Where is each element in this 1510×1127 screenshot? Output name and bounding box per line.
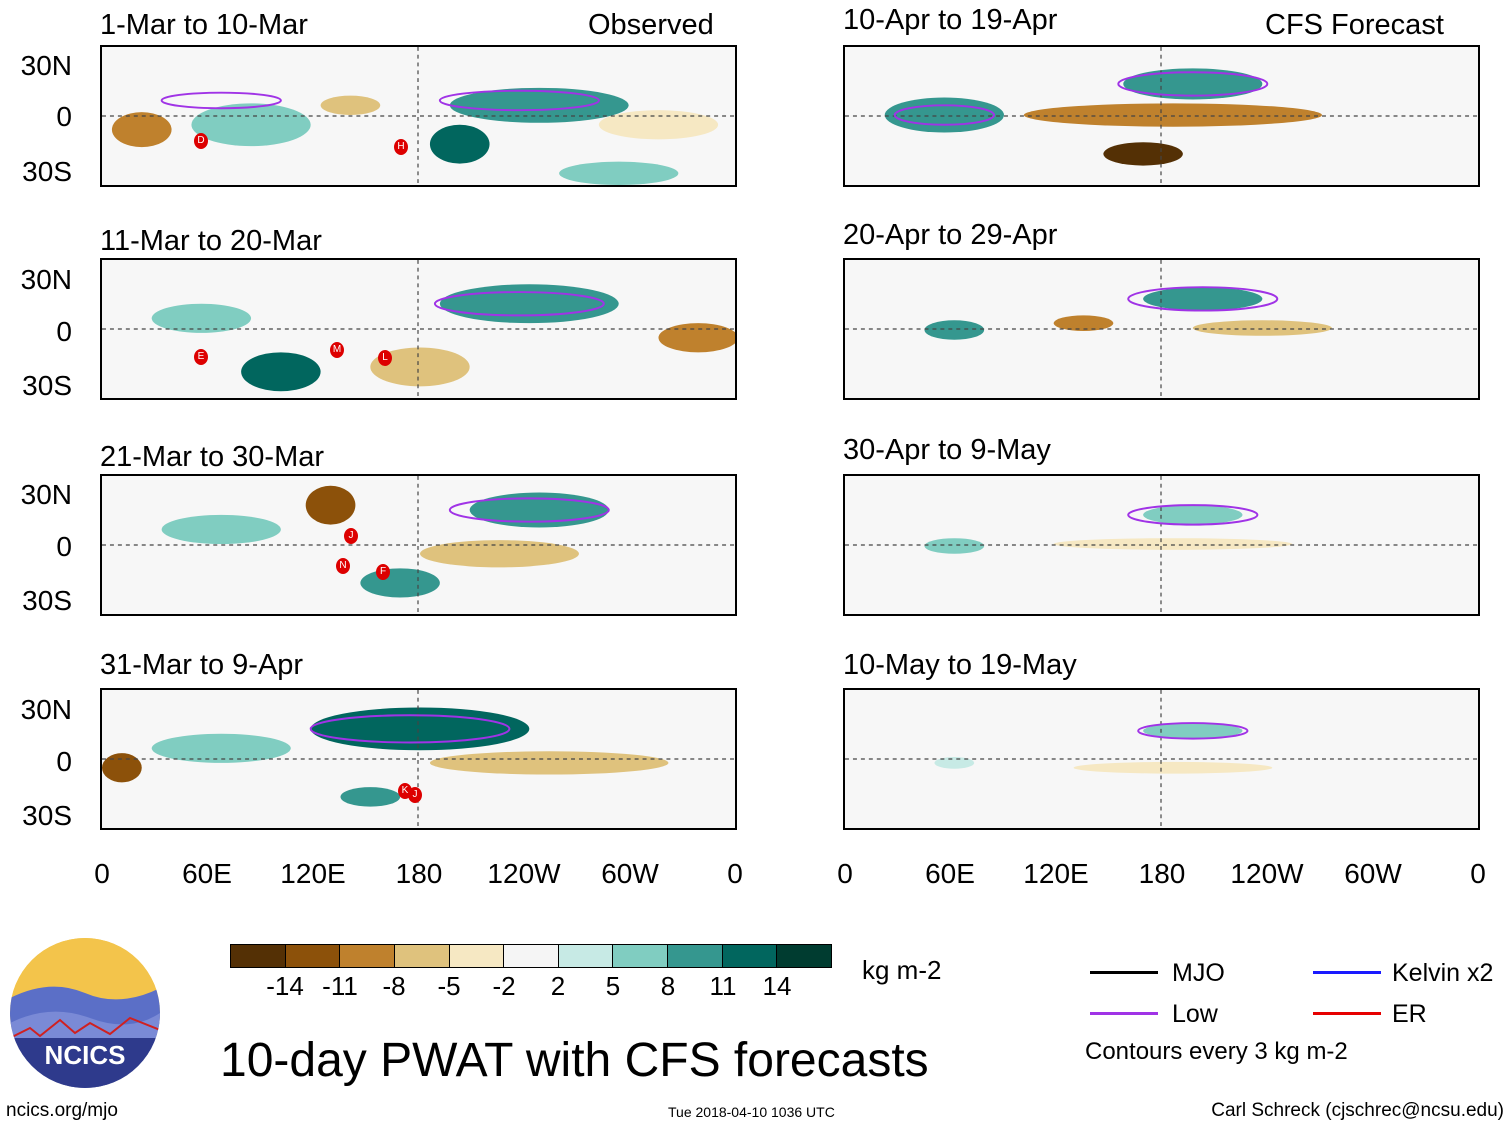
- legend-kelvin-label: Kelvin x2: [1392, 959, 1494, 987]
- colorbar-bin: [285, 945, 341, 967]
- colorbar-bin: [558, 945, 614, 967]
- map-panel-obs-4: K J: [100, 688, 737, 830]
- colorbar-tick: 8: [660, 971, 676, 1001]
- colorbar-tick: -11: [322, 971, 358, 1001]
- colorbar-bin: [449, 945, 505, 967]
- legend-note: Contours every 3 kg m-2: [1085, 1038, 1348, 1065]
- legend-low-label: Low: [1172, 1000, 1218, 1028]
- colorbar-bin: [231, 945, 286, 967]
- storm-marker: F: [376, 564, 390, 580]
- colorbar-bin: [722, 945, 778, 967]
- map-panel-obs-2: E M L: [100, 258, 737, 400]
- lon-label: 0: [94, 858, 110, 889]
- panel-title-fc-2: 20-Apr to 29-Apr: [843, 219, 1058, 251]
- legend-low-line: [1090, 1012, 1158, 1015]
- colorbar: [230, 944, 832, 968]
- lat-label-eq: 0: [56, 316, 72, 347]
- lon-label: 120E: [1023, 858, 1089, 889]
- colorbar-tick: 2: [550, 971, 566, 1001]
- storm-marker: J: [344, 528, 358, 544]
- lon-label: 60W: [1344, 858, 1402, 889]
- lon-label: 0: [837, 858, 853, 889]
- pwat-anomaly-shading: [111, 87, 719, 185]
- panel-title-fc-1: 10-Apr to 19-Apr: [843, 4, 1058, 36]
- legend-mjo-label: MJO: [1172, 959, 1225, 987]
- legend-mjo-line: [1090, 971, 1158, 974]
- legend-kelvin-line: [1313, 971, 1381, 974]
- lat-label-eq: 0: [56, 101, 72, 132]
- panel-title-obs-2: 11-Mar to 20-Mar: [100, 225, 322, 257]
- lon-label: 180: [395, 858, 443, 889]
- colorbar-tick: 14: [762, 971, 792, 1001]
- storm-marker: J: [408, 787, 422, 803]
- colorbar-tick: 11: [709, 971, 737, 1001]
- colorbar-bin: [340, 945, 395, 967]
- lat-label-30n: 30N: [20, 479, 72, 510]
- observed-label: Observed: [588, 9, 714, 41]
- storm-marker: H: [394, 139, 408, 155]
- lat-label-30s: 30S: [22, 585, 72, 616]
- colorbar-tick: -8: [382, 971, 406, 1001]
- forecast-label: CFS Forecast: [1265, 9, 1444, 41]
- legend-er-line: [1313, 1012, 1381, 1015]
- lon-label: 0: [727, 858, 743, 889]
- storm-marker: L: [378, 350, 392, 366]
- legend-er-label: ER: [1392, 1000, 1427, 1028]
- lon-label: 120E: [280, 858, 346, 889]
- footer-timestamp: Tue 2018-04-10 1036 UTC: [668, 1104, 835, 1120]
- panel-title-obs-3: 21-Mar to 30-Mar: [100, 441, 325, 473]
- colorbar-bin: [668, 945, 723, 967]
- map-panel-fc-1: [843, 45, 1480, 187]
- lon-label: 60E: [182, 858, 232, 889]
- lat-label-eq: 0: [56, 746, 72, 777]
- storm-marker: D: [194, 133, 208, 149]
- footer-author: Carl Schreck (cjschrec@ncsu.edu): [1211, 1100, 1504, 1121]
- lat-label-30n: 30N: [20, 694, 72, 725]
- lon-label: 60E: [925, 858, 975, 889]
- storm-marker: M: [330, 342, 344, 358]
- lon-label: 0: [1470, 858, 1486, 889]
- map-panel-fc-3: [843, 474, 1480, 616]
- ncics-logo: NCICS: [10, 938, 160, 1088]
- panel-title-obs-4: 31-Mar to 9-Apr: [100, 649, 304, 681]
- storm-marker: N: [336, 558, 350, 574]
- footer-website[interactable]: ncics.org/mjo: [6, 1100, 118, 1121]
- map-panel-obs-3: J N F: [100, 474, 737, 616]
- panel-title-fc-4: 10-May to 19-May: [843, 649, 1077, 681]
- storm-marker: E: [194, 349, 208, 365]
- panel-title-fc-3: 30-Apr to 9-May: [843, 434, 1051, 466]
- map-panel-fc-2: [843, 258, 1480, 400]
- colorbar-tick: -2: [492, 971, 516, 1001]
- lon-label: 180: [1138, 858, 1186, 889]
- lat-label-eq: 0: [56, 531, 72, 562]
- ncics-logo-text: NCICS: [44, 1040, 126, 1070]
- lon-label: 120W: [487, 858, 561, 889]
- panel-title-obs-1: 1-Mar to 10-Mar: [100, 9, 308, 41]
- colorbar-tick: -14: [266, 971, 304, 1001]
- colorbar-bin: [394, 945, 450, 967]
- lat-label-30s: 30S: [22, 800, 72, 831]
- lon-label: 120W: [1230, 858, 1304, 889]
- map-panel-obs-1: D H: [100, 45, 737, 187]
- colorbar-units: kg m-2: [862, 955, 942, 985]
- lat-label-30s: 30S: [22, 156, 72, 187]
- lat-label-30s: 30S: [22, 370, 72, 401]
- lat-label-30n: 30N: [20, 50, 72, 81]
- lat-label-30n: 30N: [20, 264, 72, 295]
- map-panel-fc-4: [843, 688, 1480, 830]
- colorbar-bin: [613, 945, 669, 967]
- colorbar-bin: [504, 945, 559, 967]
- main-title: 10-day PWAT with CFS forecasts: [220, 1034, 929, 1087]
- colorbar-bin: [777, 945, 832, 967]
- colorbar-tick: -5: [437, 971, 461, 1001]
- colorbar-tick: 5: [605, 971, 621, 1001]
- lon-label: 60W: [601, 858, 659, 889]
